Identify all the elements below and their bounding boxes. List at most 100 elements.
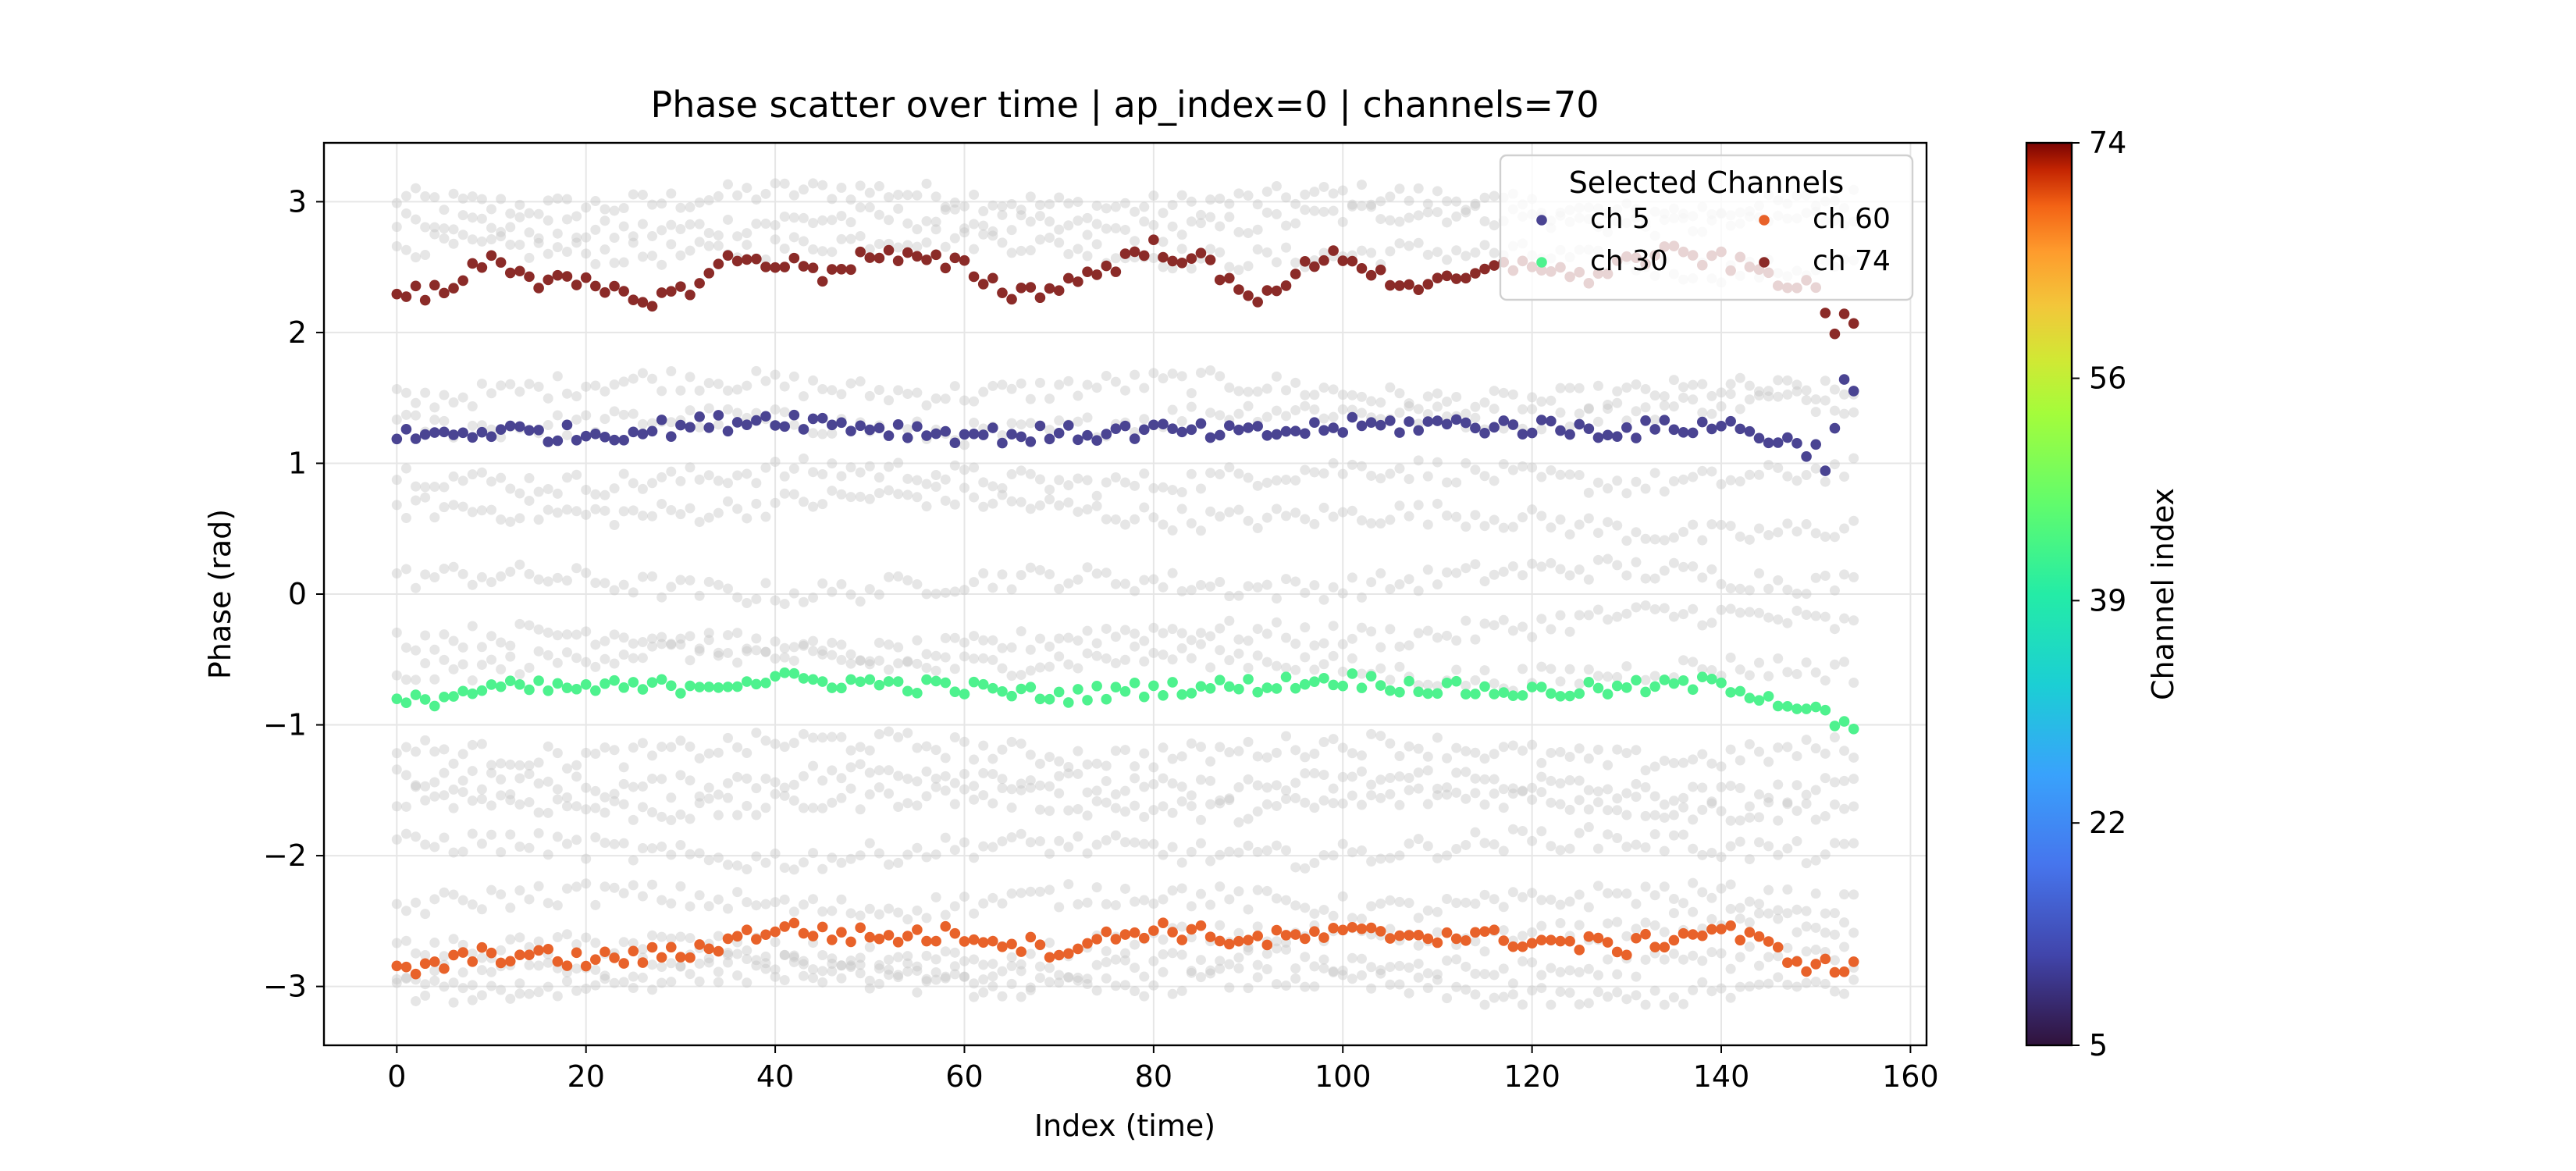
background-point (505, 379, 516, 390)
background-point (1479, 192, 1490, 203)
background-point (1839, 408, 1850, 419)
background-point (429, 777, 440, 788)
background-point (732, 970, 743, 981)
background-point (1706, 564, 1717, 575)
data-point (1535, 415, 1547, 425)
background-point (893, 457, 904, 468)
data-point (448, 949, 459, 961)
background-point (1243, 635, 1254, 646)
background-point (1300, 797, 1311, 808)
background-point (1489, 788, 1500, 799)
background-point (1205, 631, 1216, 642)
background-point (1195, 628, 1206, 639)
data-point (1318, 673, 1329, 684)
data-point (1328, 422, 1339, 433)
background-point (618, 632, 629, 643)
data-point (637, 429, 649, 440)
background-point (1791, 835, 1802, 846)
background-point (439, 233, 450, 244)
background-point (1148, 512, 1159, 523)
background-point (1233, 188, 1244, 199)
data-point (1526, 682, 1538, 692)
data-point (1271, 285, 1283, 297)
background-point (1091, 219, 1102, 230)
background-point (1461, 961, 1471, 972)
background-point (1791, 981, 1802, 992)
background-point (1404, 240, 1414, 251)
data-point (1725, 415, 1736, 427)
background-point (618, 937, 629, 948)
background-point (1356, 622, 1367, 633)
background-point (609, 585, 620, 596)
background-point (760, 963, 771, 974)
background-point (1073, 574, 1083, 585)
background-point (1006, 199, 1017, 210)
background-point (1507, 740, 1518, 751)
data-point (1158, 690, 1169, 701)
data-point (429, 956, 440, 967)
data-point (1356, 923, 1368, 934)
background-point (959, 736, 970, 747)
background-point (1167, 568, 1178, 578)
background-point (486, 631, 497, 642)
y-tick-label: 3 (288, 184, 307, 219)
background-point (1801, 977, 1812, 988)
background-point (1375, 731, 1386, 742)
background-point (486, 234, 497, 245)
background-point (855, 467, 866, 478)
background-point (1054, 379, 1065, 390)
background-point (524, 252, 535, 263)
data-point (1356, 420, 1368, 432)
background-point (997, 774, 1008, 785)
background-point (1044, 233, 1055, 244)
background-point (997, 744, 1008, 755)
background-point (1271, 800, 1282, 811)
data-point (1640, 686, 1651, 698)
data-point (845, 425, 856, 436)
background-point (1271, 405, 1282, 416)
background-point (1176, 504, 1187, 514)
background-point (1290, 792, 1301, 803)
background-point (855, 491, 866, 502)
background-point (1385, 924, 1396, 934)
background-point (524, 941, 535, 952)
background-point (600, 653, 610, 664)
background-point (420, 569, 431, 580)
background-point (666, 504, 677, 515)
background-point (1243, 472, 1254, 483)
background-point (1413, 783, 1424, 794)
data-point (618, 286, 629, 297)
background-point (618, 888, 629, 899)
background-point (411, 582, 422, 593)
data-point (1801, 966, 1812, 977)
data-point (703, 943, 715, 955)
background-point (1782, 389, 1793, 400)
background-point (1640, 810, 1651, 821)
background-point (1744, 607, 1755, 618)
data-point (1025, 682, 1037, 692)
data-point (1838, 374, 1850, 385)
data-point (1621, 682, 1632, 693)
background-point (1603, 829, 1614, 840)
background-point (978, 220, 989, 231)
background-point (1413, 834, 1424, 845)
background-point (1659, 954, 1670, 965)
background-point (1054, 977, 1065, 988)
background-point (1148, 574, 1159, 585)
background-point (893, 731, 904, 742)
background-point (997, 569, 1008, 580)
data-point (912, 688, 923, 699)
background-point (1631, 406, 1642, 417)
data-point (571, 947, 582, 959)
background-point (1158, 519, 1169, 530)
background-point (1422, 751, 1433, 762)
background-point (1309, 768, 1320, 779)
background-point (439, 502, 450, 513)
background-point (1498, 784, 1509, 795)
background-point (637, 972, 648, 983)
background-point (600, 970, 610, 981)
background-point (1243, 261, 1254, 272)
background-point (742, 897, 753, 908)
background-point (1356, 201, 1367, 212)
background-point (1735, 815, 1745, 826)
